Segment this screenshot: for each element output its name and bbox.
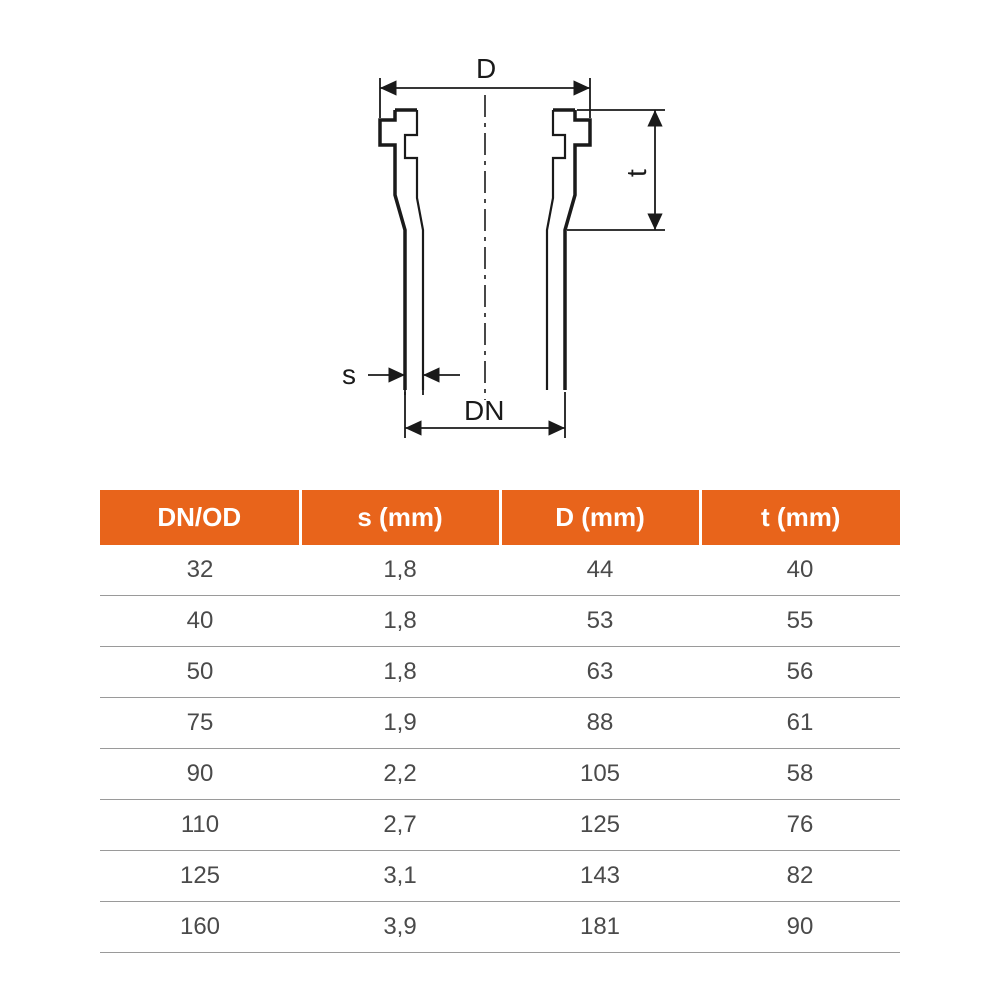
table-cell: 2,7 [300, 800, 500, 851]
page-container: D t s DN DN/OD s (mm) D ( [0, 0, 1000, 1000]
col-header-d: D (mm) [500, 490, 700, 545]
table-cell: 1,8 [300, 647, 500, 698]
pipe-fitting-drawing: D t s DN [220, 40, 780, 450]
table-cell: 1,8 [300, 596, 500, 647]
table-cell: 82 [700, 851, 900, 902]
table-cell: 63 [500, 647, 700, 698]
table-row: 902,210558 [100, 749, 900, 800]
dim-label-dn: DN [464, 395, 504, 426]
table-row: 1603,918190 [100, 902, 900, 953]
table-cell: 88 [500, 698, 700, 749]
table-cell: 40 [700, 545, 900, 596]
table-cell: 181 [500, 902, 700, 953]
table-cell: 3,1 [300, 851, 500, 902]
table-cell: 44 [500, 545, 700, 596]
col-header-dn: DN/OD [100, 490, 300, 545]
table-cell: 61 [700, 698, 900, 749]
table-cell: 143 [500, 851, 700, 902]
table-row: 1253,114382 [100, 851, 900, 902]
table-cell: 1,8 [300, 545, 500, 596]
dim-label-d: D [476, 53, 496, 84]
table-cell: 105 [500, 749, 700, 800]
table-row: 321,84440 [100, 545, 900, 596]
table-row: 1102,712576 [100, 800, 900, 851]
dim-label-s: s [342, 359, 356, 390]
table-row: 401,85355 [100, 596, 900, 647]
table-row: 751,98861 [100, 698, 900, 749]
technical-diagram: D t s DN [100, 40, 900, 450]
col-header-s: s (mm) [300, 490, 500, 545]
table-cell: 125 [100, 851, 300, 902]
table-cell: 55 [700, 596, 900, 647]
table-cell: 53 [500, 596, 700, 647]
table-cell: 56 [700, 647, 900, 698]
table-cell: 160 [100, 902, 300, 953]
table-cell: 125 [500, 800, 700, 851]
table-cell: 3,9 [300, 902, 500, 953]
table-cell: 110 [100, 800, 300, 851]
table-cell: 40 [100, 596, 300, 647]
table-cell: 1,9 [300, 698, 500, 749]
dim-label-t: t [621, 169, 652, 177]
table-header-row: DN/OD s (mm) D (mm) t (mm) [100, 490, 900, 545]
specifications-table: DN/OD s (mm) D (mm) t (mm) 321,84440401,… [100, 490, 900, 953]
col-header-t: t (mm) [700, 490, 900, 545]
table-cell: 58 [700, 749, 900, 800]
table-row: 501,86356 [100, 647, 900, 698]
table-cell: 2,2 [300, 749, 500, 800]
table-cell: 32 [100, 545, 300, 596]
table-cell: 76 [700, 800, 900, 851]
table-cell: 90 [700, 902, 900, 953]
table-cell: 75 [100, 698, 300, 749]
spec-table-area: DN/OD s (mm) D (mm) t (mm) 321,84440401,… [100, 490, 900, 953]
table-cell: 50 [100, 647, 300, 698]
table-cell: 90 [100, 749, 300, 800]
